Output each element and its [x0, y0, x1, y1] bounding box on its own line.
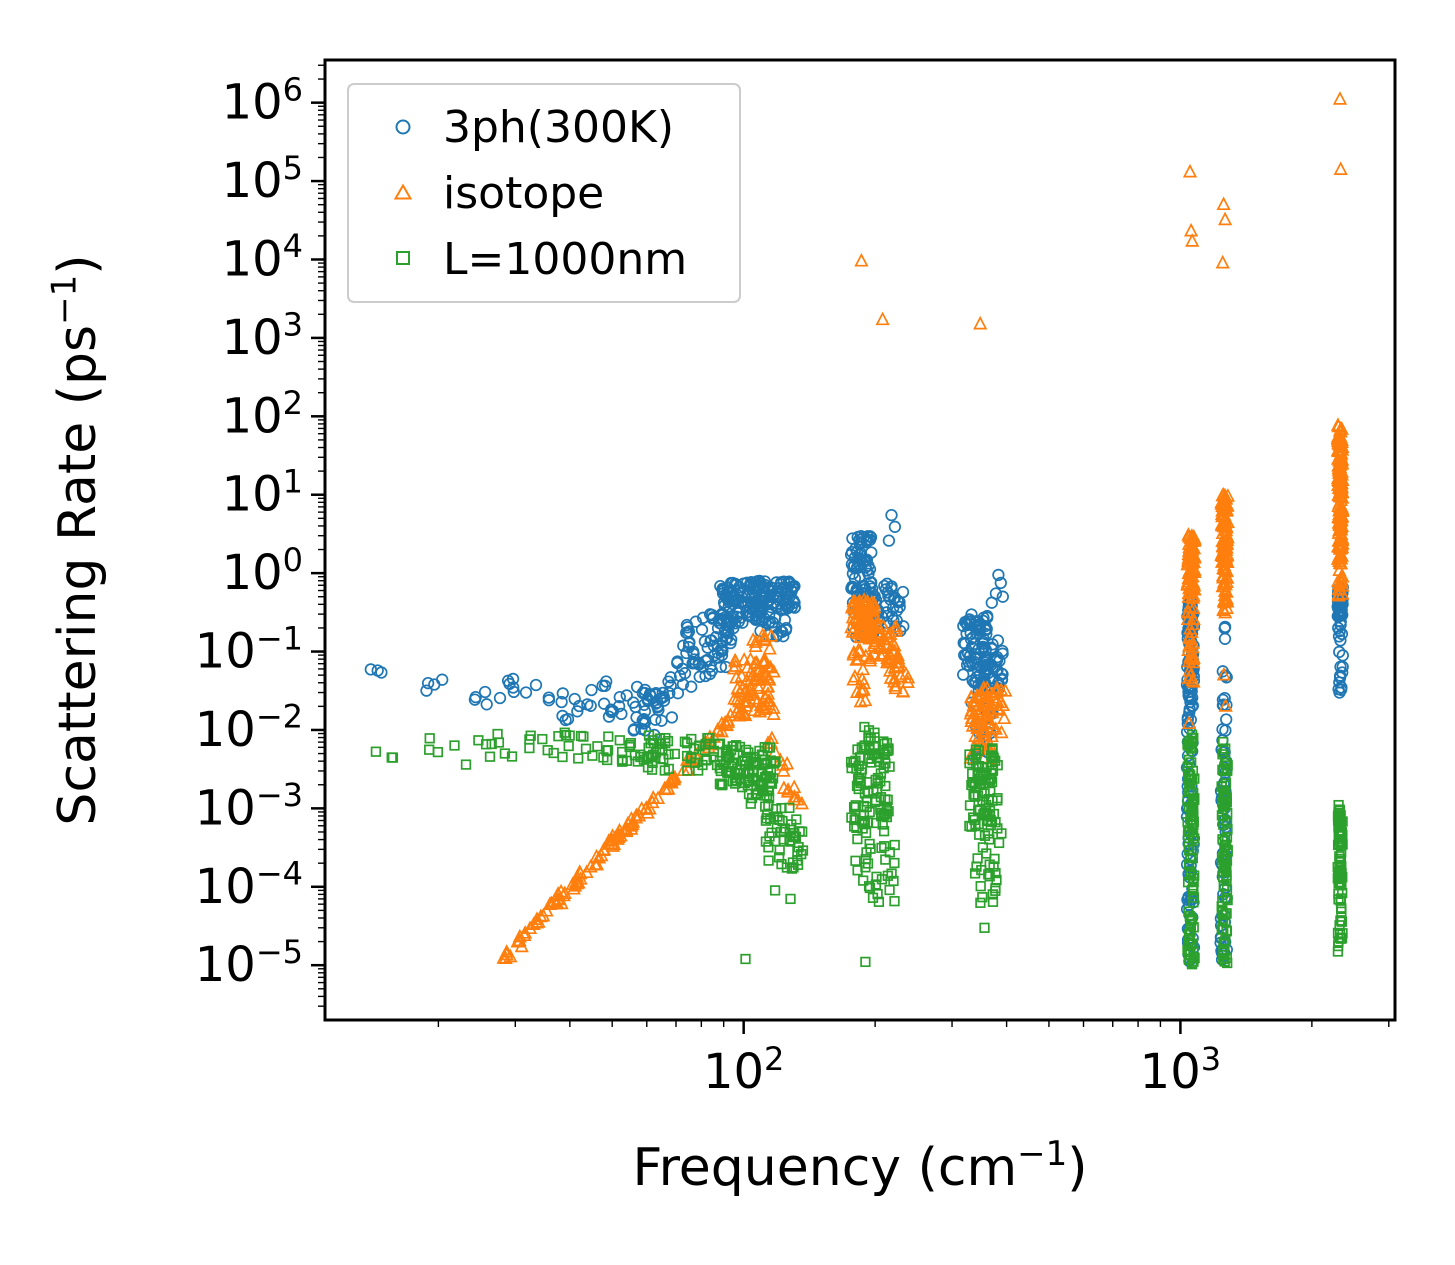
legend-label: L=1000nm [443, 234, 687, 285]
y-tick-label: 106 [222, 70, 303, 130]
y-tick-label: 101 [222, 462, 303, 522]
plot-frame [323, 58, 1397, 1022]
series-3ph-300k--points [364, 508, 1349, 968]
y-tick-label: 10−5 [195, 933, 303, 993]
y-tick-label: 100 [222, 541, 303, 601]
y-tick-label: 103 [222, 306, 303, 366]
square-marker-icon [396, 251, 410, 265]
y-axis-label: Scattering Rate (ps−1) [44, 254, 108, 825]
y-tick-label: 105 [222, 149, 303, 209]
scatter-points-layer [364, 91, 1350, 970]
triangle-marker-icon [393, 183, 413, 200]
tick-marks [311, 64, 1390, 1034]
y-tick-label: 10−3 [195, 776, 303, 836]
legend-item-3ph-300K: 3ph(300K) [395, 102, 674, 153]
y-tick-label: 102 [222, 384, 303, 444]
axes-layer: 102 103 106 105 104 103 102 101 100 10−1 10−2 10−3 1… [195, 64, 1390, 1100]
legend: 3ph(300K) isotope L=1000nm [347, 83, 741, 303]
legend-label: 3ph(300K) [443, 102, 674, 153]
legend-item-isotope: isotope [393, 168, 604, 219]
y-tick-label: 10−4 [195, 855, 303, 915]
x-tick-label: 102 [703, 1040, 784, 1100]
x-tick-label: 103 [1140, 1040, 1221, 1100]
y-tick-label: 10−2 [195, 698, 303, 758]
legend-label: isotope [443, 168, 604, 219]
circle-marker-icon [395, 119, 411, 135]
legend-item-L1000nm: L=1000nm [396, 234, 687, 285]
y-tick-label: 104 [222, 227, 303, 287]
legend-box [347, 83, 741, 303]
x-axis-label: Frequency (cm−1) [632, 1134, 1087, 1198]
y-tick-label: 10−1 [195, 619, 303, 679]
series-l-1000nm-points [370, 721, 1348, 970]
